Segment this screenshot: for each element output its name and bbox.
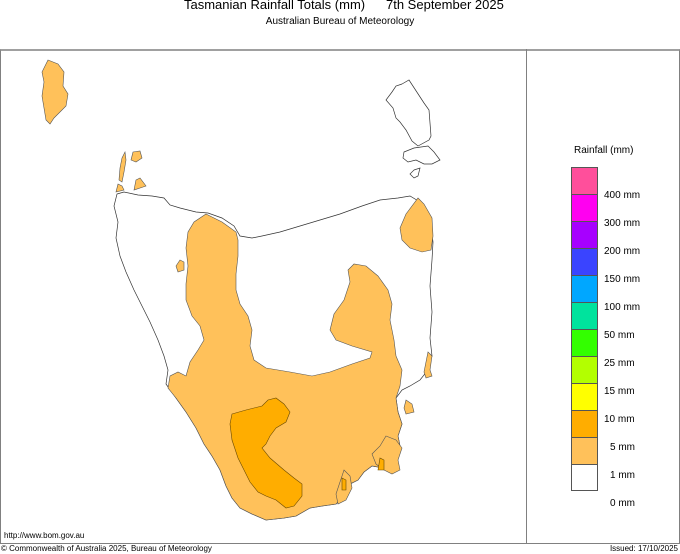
legend-swatch-5 bbox=[571, 410, 598, 437]
legend-swatch-15 bbox=[571, 356, 598, 383]
hunter-island bbox=[130, 150, 143, 163]
issued-date: Issued: 17/10/2025 bbox=[609, 544, 678, 553]
heavier-rain-area bbox=[229, 397, 303, 509]
robbins-island bbox=[115, 183, 125, 193]
chart-title: Tasmanian Rainfall Totals (mm) 7th Septe… bbox=[0, 0, 680, 42]
tasman-heavier-patch bbox=[377, 457, 385, 471]
legend-swatch-10 bbox=[571, 383, 598, 410]
panel-divider bbox=[526, 49, 527, 543]
legend-swatch-0 bbox=[571, 464, 598, 491]
clarke-island bbox=[409, 167, 421, 179]
copyright-text: © Commonwealth of Australia 2025, Bureau… bbox=[1, 544, 212, 553]
legend-swatch-50 bbox=[571, 302, 598, 329]
legend-swatch-300 bbox=[571, 194, 598, 221]
legend-label: 15 mm bbox=[604, 386, 635, 397]
legend-title: Rainfall (mm) bbox=[574, 145, 634, 156]
flinders-island bbox=[385, 79, 432, 147]
three-hummock-island bbox=[118, 150, 127, 183]
west-small-rain-patch bbox=[175, 259, 185, 273]
legend-label: 100 mm bbox=[604, 302, 641, 313]
agency-subtitle: Australian Bureau of Meteorology bbox=[265, 16, 415, 27]
legend-label: 300 mm bbox=[604, 218, 641, 229]
legend-label: 400 mm bbox=[604, 190, 641, 201]
main-rain-area bbox=[167, 213, 403, 521]
walker-island bbox=[133, 177, 147, 191]
legend-label: 200 mm bbox=[604, 246, 641, 257]
legend-label: 1 mm bbox=[610, 470, 635, 481]
source-url-link[interactable]: http://www.bom.gov.au bbox=[4, 531, 85, 540]
legend-swatch-200 bbox=[571, 221, 598, 248]
schouten-island bbox=[423, 351, 433, 379]
legend-label: 10 mm bbox=[604, 414, 635, 425]
legend-swatch-400 bbox=[571, 167, 598, 194]
legend-color-bar bbox=[571, 167, 598, 491]
rainfall-map bbox=[41, 59, 441, 521]
legend-swatch-1 bbox=[571, 437, 598, 464]
legend-swatch-25 bbox=[571, 329, 598, 356]
legend-label: 0 mm bbox=[610, 498, 635, 509]
date-text: 7th September 2025 bbox=[386, 0, 504, 12]
legend-label: 5 mm bbox=[610, 442, 635, 453]
legend-label: 150 mm bbox=[604, 274, 641, 285]
cape-barren-island bbox=[402, 145, 441, 165]
legend-label: 50 mm bbox=[604, 330, 635, 341]
legend-label: 25 mm bbox=[604, 358, 635, 369]
legend-swatch-150 bbox=[571, 248, 598, 275]
legend-swatch-100 bbox=[571, 275, 598, 302]
king-island bbox=[41, 59, 69, 125]
bruny-heavier-patch bbox=[341, 477, 347, 491]
maria-island bbox=[403, 399, 415, 415]
ne-rain-area bbox=[399, 197, 434, 253]
title-text: Tasmanian Rainfall Totals (mm) bbox=[184, 0, 366, 12]
